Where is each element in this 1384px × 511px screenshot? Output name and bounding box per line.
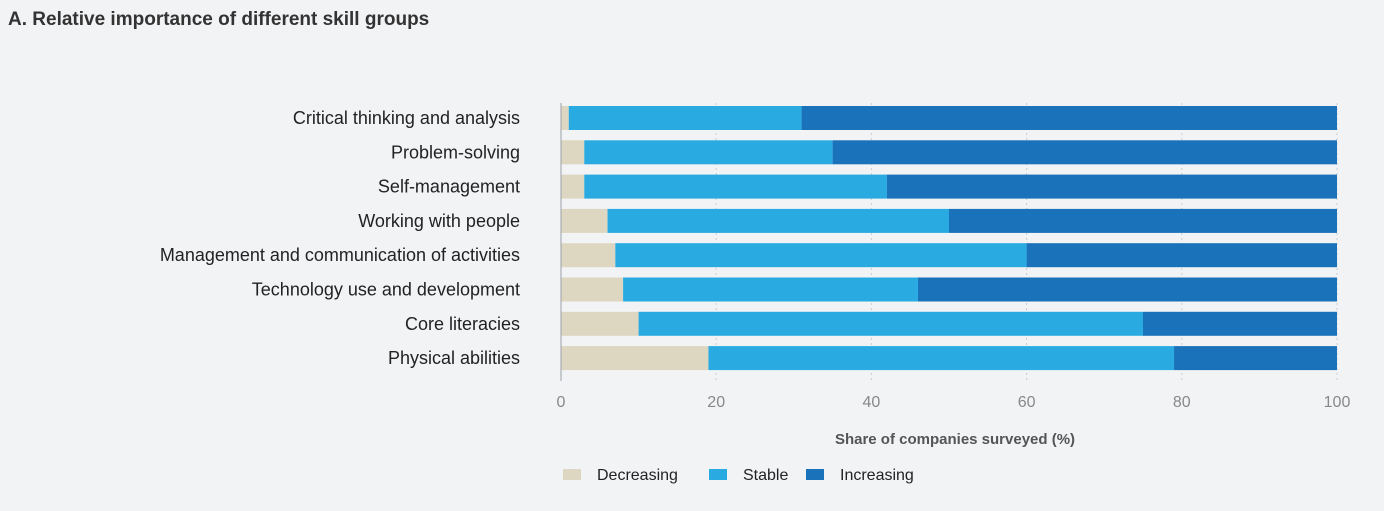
x-tick-label: 80 xyxy=(1173,394,1191,411)
legend-label-increasing: Increasing xyxy=(840,467,914,484)
bar-stable-8 xyxy=(708,346,1175,371)
category-labels: Critical thinking and analysis Problem-so… xyxy=(160,108,520,368)
bar-stable-6 xyxy=(623,277,918,302)
bar-increasing-6 xyxy=(917,277,1337,302)
bar-decreasing-6 xyxy=(561,277,624,302)
bar-increasing-1 xyxy=(801,106,1337,130)
x-tick-label: 20 xyxy=(707,394,725,411)
x-tick-label: 0 xyxy=(557,394,566,411)
bar-decreasing-3 xyxy=(561,174,585,199)
category-label: Physical abilities xyxy=(388,348,520,368)
bar-increasing-3 xyxy=(886,174,1337,199)
legend-label-stable: Stable xyxy=(743,467,788,484)
bar-decreasing-1 xyxy=(561,106,569,130)
bar-stable-5 xyxy=(615,243,1027,268)
legend-label-decreasing: Decreasing xyxy=(597,467,678,484)
bar-increasing-2 xyxy=(832,140,1337,165)
bar-decreasing-8 xyxy=(561,346,709,371)
bar-stable-2 xyxy=(584,140,833,165)
category-label: Core literacies xyxy=(405,314,520,334)
x-tick-label: 100 xyxy=(1324,394,1351,411)
bars xyxy=(561,106,1337,371)
bar-decreasing-4 xyxy=(561,208,608,233)
x-tick-label: 40 xyxy=(863,394,881,411)
bar-stable-3 xyxy=(584,174,887,199)
bar-increasing-7 xyxy=(1143,311,1337,336)
bar-increasing-4 xyxy=(949,208,1337,233)
legend: Decreasing Stable Increasing xyxy=(563,467,914,484)
category-label: Management and communication of activiti… xyxy=(160,245,520,265)
x-axis-label: Share of companies surveyed (%) xyxy=(835,431,1075,448)
bar-increasing-8 xyxy=(1174,346,1337,371)
bar-decreasing-5 xyxy=(561,243,616,268)
x-tick-labels: 0 20 40 60 80 100 xyxy=(557,394,1351,411)
legend-swatch-stable xyxy=(709,469,727,480)
category-label: Critical thinking and analysis xyxy=(293,108,520,128)
category-label: Self-management xyxy=(378,177,520,197)
category-label: Technology use and development xyxy=(252,280,520,300)
chart-title: A. Relative importance of different skil… xyxy=(8,9,430,30)
bar-stable-1 xyxy=(568,106,802,130)
bar-stable-7 xyxy=(638,311,1143,336)
category-label: Problem-solving xyxy=(391,142,520,162)
bar-stable-4 xyxy=(607,208,949,233)
legend-swatch-decreasing xyxy=(563,469,581,480)
x-tick-label: 60 xyxy=(1018,394,1036,411)
category-label: Working with people xyxy=(358,211,520,231)
bar-decreasing-2 xyxy=(561,140,585,165)
bar-decreasing-7 xyxy=(561,311,639,336)
bar-increasing-5 xyxy=(1026,243,1337,268)
legend-swatch-increasing xyxy=(806,469,824,480)
